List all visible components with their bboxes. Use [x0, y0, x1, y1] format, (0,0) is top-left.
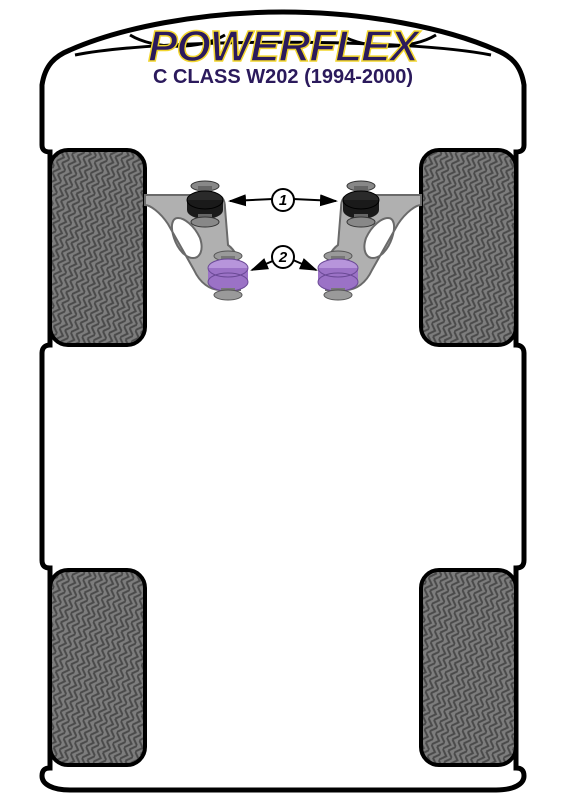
wheel-rear-left [50, 570, 145, 765]
wheel-rear-right [421, 570, 516, 765]
car-diagram-svg [0, 0, 566, 800]
wheel-front-left [50, 150, 145, 345]
logo-block: POWERFLEX C CLASS W202 (1994-2000) [148, 22, 418, 89]
brand-logo: POWERFLEX [148, 22, 418, 72]
callout-1: 1 [271, 188, 295, 212]
wheel-front-right [421, 150, 516, 345]
bushing-1-right [343, 181, 379, 227]
model-subtitle: C CLASS W202 (1994-2000) [148, 66, 418, 89]
bushing-1-left [187, 181, 223, 227]
callout-2: 2 [271, 245, 295, 269]
diagram-canvas: POWERFLEX C CLASS W202 (1994-2000) 1 2 [0, 0, 566, 800]
